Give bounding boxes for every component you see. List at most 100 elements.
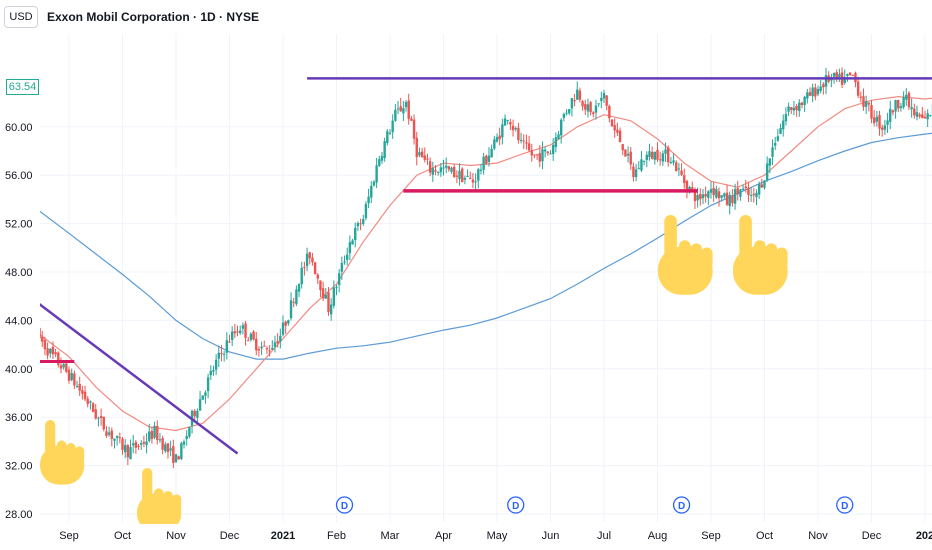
candle-body	[474, 181, 477, 183]
candle-body	[94, 409, 97, 419]
currency-button[interactable]: USD	[4, 6, 38, 28]
candle-body	[383, 141, 386, 158]
candle-body	[576, 89, 579, 100]
dividend-marker[interactable]: D	[335, 496, 354, 514]
x-tick-label: Nov	[808, 530, 828, 542]
hand-knuckle	[57, 440, 67, 460]
candle-body	[308, 252, 311, 259]
x-axis-bg	[0, 524, 932, 550]
candle-body	[65, 363, 68, 372]
candle-body	[533, 154, 536, 156]
candle-body	[562, 113, 566, 118]
candle-body	[268, 350, 271, 352]
candle-body	[378, 159, 381, 166]
x-tick-label: 2021	[271, 530, 295, 542]
y-tick-label: 28.00	[5, 509, 33, 521]
candle-body	[225, 340, 229, 353]
candle-body	[370, 185, 373, 198]
candle-body	[549, 153, 552, 155]
candle-body	[741, 188, 745, 191]
dividend-circle	[335, 496, 354, 514]
candle-body	[380, 155, 384, 161]
candle-body	[313, 262, 317, 275]
candle-body	[482, 156, 485, 170]
candle-body	[372, 181, 376, 186]
candle-body	[132, 443, 135, 446]
candle-body	[581, 101, 584, 107]
candle-body	[230, 331, 234, 341]
last-price-tag: 63.54	[6, 79, 39, 95]
candle-body	[150, 430, 154, 439]
candle-body	[343, 261, 346, 263]
candle-body	[875, 116, 879, 122]
candle-body	[592, 112, 595, 115]
candle-body	[137, 445, 140, 447]
candle-body	[886, 120, 889, 125]
candle-body	[519, 139, 523, 141]
candle-body	[835, 72, 838, 79]
hand-pointer-bottom	[137, 468, 182, 533]
candle-body	[907, 92, 911, 108]
hand-knuckle	[776, 247, 788, 269]
hand-pointer-drawings	[40, 215, 788, 533]
candle-body	[621, 144, 624, 151]
y-tick-label: 32.00	[5, 461, 33, 473]
candle-body	[172, 446, 175, 464]
x-tick-label: 202	[916, 530, 932, 542]
candle-body	[806, 92, 809, 99]
candle-body	[490, 148, 493, 158]
candle-body	[672, 160, 675, 163]
candle-body	[327, 292, 330, 313]
hand-knuckle	[690, 243, 703, 267]
candle-body	[546, 151, 550, 154]
candle-body	[86, 398, 89, 405]
dividend-label: D	[512, 501, 519, 512]
candle-body	[650, 151, 654, 159]
hand-pointer-sep	[733, 215, 788, 295]
candle-body	[535, 154, 539, 156]
candle-body	[297, 284, 301, 292]
candle-body	[530, 150, 533, 156]
candle-body	[618, 130, 622, 143]
candle-body	[733, 189, 737, 204]
candle-body	[680, 170, 683, 175]
candle-body	[43, 340, 47, 350]
candle-body	[62, 363, 65, 368]
candle-body	[239, 330, 242, 334]
candle-body	[193, 410, 196, 417]
hand-knuckle	[754, 240, 766, 264]
candle-body	[760, 184, 764, 188]
candle-body	[442, 167, 445, 169]
candle-body	[255, 338, 258, 351]
candle-body	[54, 352, 57, 355]
candle-body	[787, 106, 790, 112]
candle-body	[926, 113, 929, 120]
candle-body	[105, 431, 108, 436]
candle-body	[613, 125, 616, 131]
dividend-marker[interactable]: D	[672, 496, 691, 514]
candle-body	[891, 110, 895, 113]
candle-body	[792, 107, 796, 111]
hand-knuckle	[154, 488, 164, 508]
candle-body	[808, 92, 812, 96]
candle-body	[846, 74, 849, 76]
candle-body	[675, 162, 678, 172]
candle-body	[453, 166, 456, 177]
candle-body	[209, 370, 212, 376]
candle-body	[610, 119, 614, 127]
candle-body	[335, 286, 338, 288]
candle-body	[776, 136, 780, 141]
candle-body	[356, 223, 360, 227]
dividend-marker[interactable]: D	[836, 496, 854, 514]
candle-body	[688, 186, 691, 190]
candle-body	[81, 390, 84, 394]
candle-body	[851, 74, 854, 76]
sma-200-path	[36, 132, 932, 360]
candle-body	[70, 373, 73, 380]
candle-body	[645, 154, 648, 160]
candle-body	[316, 274, 319, 279]
candle-body	[624, 149, 627, 157]
dividend-marker[interactable]: D	[507, 496, 525, 514]
